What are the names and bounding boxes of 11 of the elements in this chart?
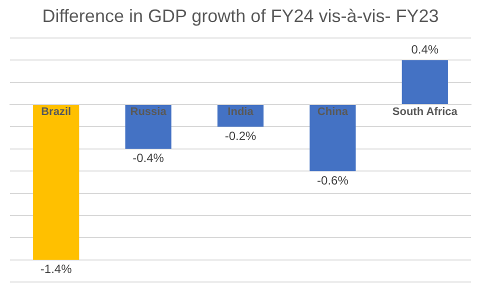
data-label: -0.4% bbox=[132, 151, 164, 166]
data-label: -1.4% bbox=[40, 262, 72, 276]
x-tick-label: China bbox=[317, 106, 349, 118]
x-tick-label: Russia bbox=[130, 106, 168, 118]
data-label: 0.4% bbox=[411, 42, 439, 56]
x-tick-label: South Africa bbox=[392, 106, 458, 118]
x-tick-label: Brazil bbox=[41, 106, 72, 118]
chart-title: Difference in GDP growth of FY24 vis-à-vis- FY23 bbox=[41, 6, 440, 27]
data-label: -0.2% bbox=[224, 129, 256, 144]
x-tick-label: India bbox=[228, 106, 254, 118]
data-label: -0.6% bbox=[317, 173, 349, 188]
